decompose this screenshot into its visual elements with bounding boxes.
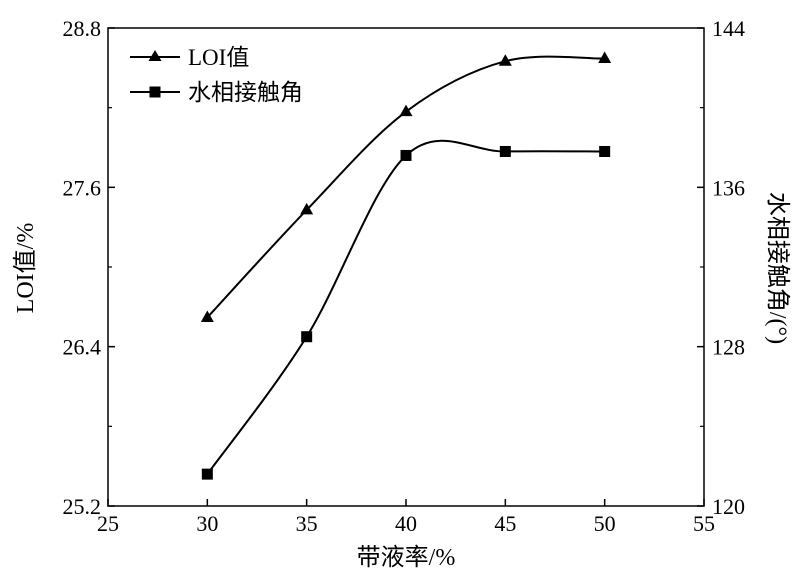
data-point-triangle xyxy=(200,310,214,322)
series-layer xyxy=(200,51,612,480)
data-point-triangle xyxy=(498,54,512,66)
x-axis-ticks: 25 30 35 40 45 50 55 xyxy=(97,499,715,536)
y-right-axis-title: 水相接触角/(°) xyxy=(764,192,791,344)
x-tick-label: 30 xyxy=(196,511,218,536)
x-tick-label: 50 xyxy=(594,511,616,536)
y-right-axis-ticks: 120 128 136 144 xyxy=(697,16,745,519)
data-point-square xyxy=(400,149,412,161)
legend-label-loi: LOI值 xyxy=(188,45,249,70)
y-left-tick-label: 25.2 xyxy=(63,494,102,519)
data-point-square xyxy=(499,145,511,157)
legend-label-contact-angle: 水相接触角 xyxy=(188,80,303,105)
data-point-square xyxy=(201,468,213,480)
y-left-tick-label: 26.4 xyxy=(63,335,102,360)
x-tick-label: 40 xyxy=(395,511,417,536)
y-right-tick-label: 128 xyxy=(712,335,745,360)
y-right-tick-label: 120 xyxy=(712,494,745,519)
x-tick-label: 45 xyxy=(494,511,516,536)
data-point-square xyxy=(301,331,313,343)
data-point-triangle xyxy=(399,104,413,117)
y-left-axis-ticks: 25.2 26.4 27.6 28.8 xyxy=(63,16,115,519)
data-point-triangle xyxy=(598,51,612,64)
series-loi xyxy=(200,51,612,322)
series-line xyxy=(206,139,605,475)
y-right-tick-label: 136 xyxy=(712,175,745,200)
y-left-axis-title: LOI值/% xyxy=(12,223,39,314)
legend-marker-triangle xyxy=(148,50,162,61)
y-left-tick-label: 28.8 xyxy=(63,16,102,41)
series-contact-angle xyxy=(201,139,611,480)
x-tick-label: 35 xyxy=(296,511,318,536)
data-point-triangle xyxy=(300,202,314,215)
x-axis-title: 带液率/% xyxy=(357,544,456,571)
x-tick-label: 25 xyxy=(97,511,119,536)
legend-marker-square xyxy=(149,86,161,98)
data-point-square xyxy=(599,145,611,157)
y-left-tick-label: 27.6 xyxy=(63,175,102,200)
legend: LOI值 水相接触角 xyxy=(130,45,303,105)
y-right-tick-label: 144 xyxy=(712,16,745,41)
x-tick-label: 55 xyxy=(693,511,715,536)
